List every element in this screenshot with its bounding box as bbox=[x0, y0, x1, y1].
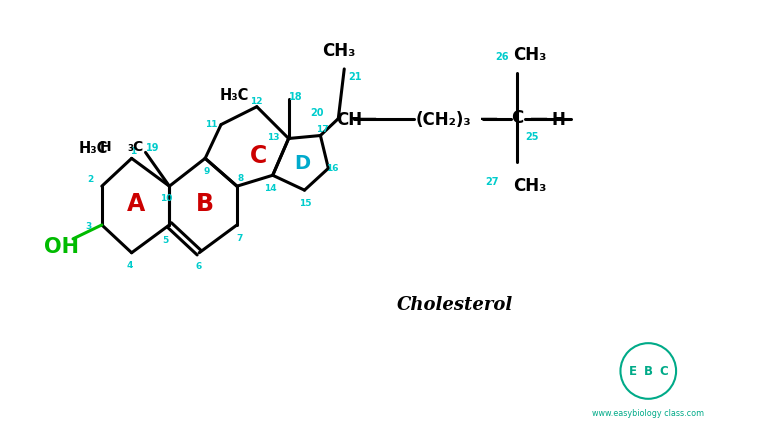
Text: 10: 10 bbox=[160, 193, 172, 202]
Text: 5: 5 bbox=[162, 236, 169, 245]
Text: 9: 9 bbox=[204, 166, 211, 175]
Text: 12: 12 bbox=[250, 97, 262, 106]
Text: 3: 3 bbox=[86, 222, 92, 231]
Text: 15: 15 bbox=[300, 198, 312, 207]
Text: —: — bbox=[530, 109, 548, 127]
Text: A: A bbox=[126, 192, 145, 215]
Text: 4: 4 bbox=[126, 261, 133, 270]
Text: B: B bbox=[643, 365, 653, 378]
Text: 1: 1 bbox=[130, 147, 137, 156]
Text: ₃C: ₃C bbox=[127, 140, 143, 154]
Text: 18: 18 bbox=[289, 92, 303, 101]
Text: 14: 14 bbox=[264, 183, 277, 192]
Text: 7: 7 bbox=[237, 234, 243, 243]
Text: www.easybiology class.com: www.easybiology class.com bbox=[592, 408, 705, 417]
Text: —: — bbox=[480, 109, 499, 127]
Text: 6: 6 bbox=[195, 261, 201, 270]
Text: 16: 16 bbox=[326, 163, 339, 172]
Text: 2: 2 bbox=[87, 174, 93, 183]
Text: 17: 17 bbox=[316, 125, 329, 134]
Text: CH₃: CH₃ bbox=[513, 177, 546, 195]
Text: B: B bbox=[196, 192, 214, 215]
Text: C: C bbox=[511, 108, 523, 126]
Text: CH: CH bbox=[336, 111, 362, 128]
Text: 20: 20 bbox=[310, 108, 323, 117]
Text: H₃C: H₃C bbox=[220, 88, 249, 103]
Text: (CH₂)₃: (CH₂)₃ bbox=[416, 111, 471, 128]
Text: C: C bbox=[660, 365, 669, 378]
Text: 21: 21 bbox=[349, 72, 362, 82]
Text: CH₃: CH₃ bbox=[513, 46, 546, 64]
Text: 25: 25 bbox=[525, 131, 538, 141]
Text: —: — bbox=[359, 109, 377, 127]
Text: 26: 26 bbox=[496, 52, 509, 62]
Text: Cholesterol: Cholesterol bbox=[397, 296, 512, 314]
Text: C: C bbox=[250, 144, 267, 168]
Text: H: H bbox=[100, 140, 112, 154]
Text: 8: 8 bbox=[237, 173, 244, 182]
Text: 19: 19 bbox=[146, 143, 159, 153]
Text: CH₃: CH₃ bbox=[322, 42, 355, 60]
Text: 11: 11 bbox=[205, 120, 218, 129]
Text: OH: OH bbox=[44, 236, 79, 256]
Text: H: H bbox=[552, 111, 566, 128]
Text: 27: 27 bbox=[486, 177, 499, 187]
Text: E: E bbox=[628, 365, 637, 378]
Text: 13: 13 bbox=[267, 133, 280, 141]
Text: D: D bbox=[294, 154, 310, 172]
Text: H₃C: H₃C bbox=[78, 141, 108, 156]
